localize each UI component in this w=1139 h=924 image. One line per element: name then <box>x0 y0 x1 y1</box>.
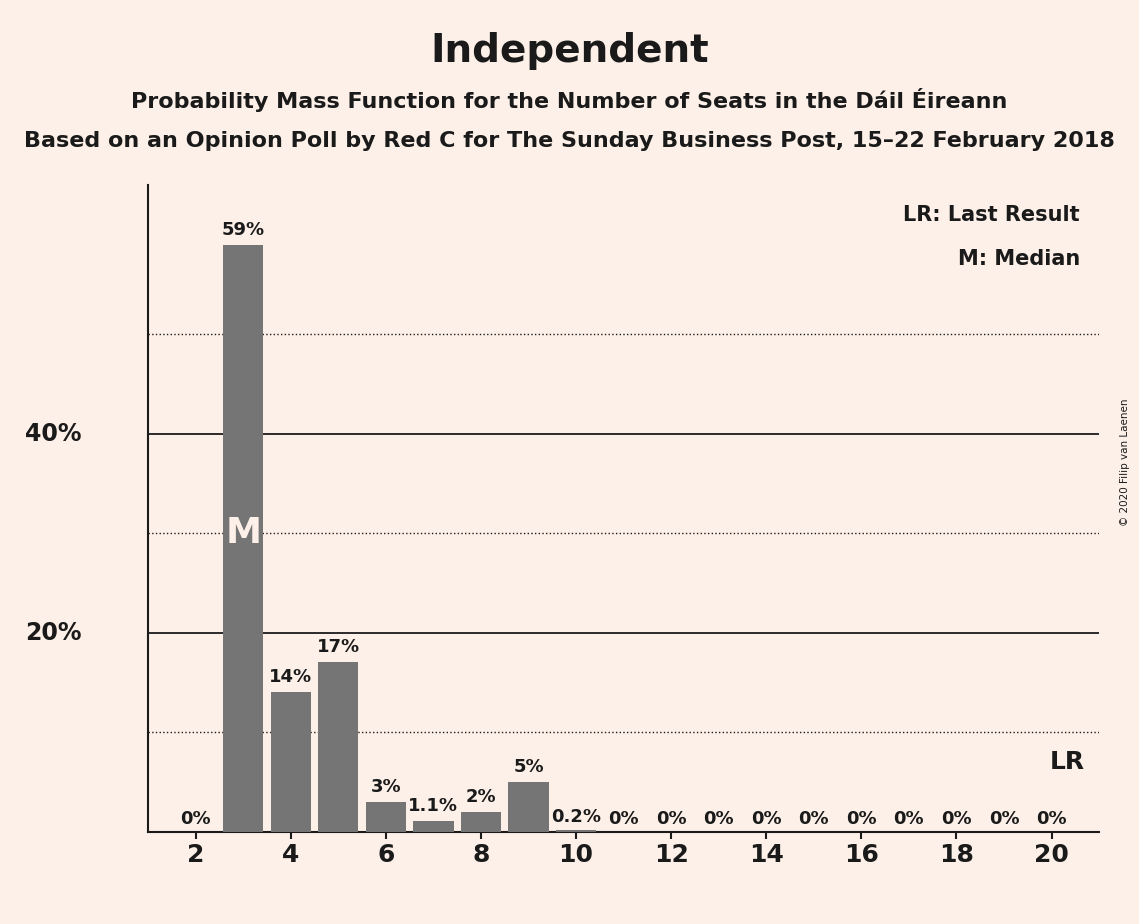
Bar <box>223 245 263 832</box>
Text: 5%: 5% <box>514 758 543 776</box>
Text: LR: Last Result: LR: Last Result <box>903 205 1080 225</box>
Text: 2%: 2% <box>466 788 497 806</box>
Text: 1.1%: 1.1% <box>409 796 458 815</box>
Text: 3%: 3% <box>370 778 401 796</box>
Text: 59%: 59% <box>222 221 264 238</box>
Text: 0%: 0% <box>180 809 211 828</box>
Text: 0%: 0% <box>608 809 639 828</box>
Text: M: Median: M: Median <box>958 249 1080 270</box>
Text: M: M <box>226 517 261 550</box>
Bar <box>318 663 359 832</box>
Text: 0%: 0% <box>846 809 877 828</box>
Text: 0.2%: 0.2% <box>551 808 601 826</box>
Text: © 2020 Filip van Laenen: © 2020 Filip van Laenen <box>1121 398 1130 526</box>
Bar <box>413 821 453 832</box>
Bar <box>366 802 405 832</box>
Bar <box>461 811 501 832</box>
Text: 0%: 0% <box>941 809 972 828</box>
Text: Probability Mass Function for the Number of Seats in the Dáil Éireann: Probability Mass Function for the Number… <box>131 88 1008 112</box>
Text: 14%: 14% <box>269 668 312 687</box>
Text: 0%: 0% <box>704 809 734 828</box>
Text: 0%: 0% <box>989 809 1019 828</box>
Bar <box>556 830 596 832</box>
Text: LR: LR <box>1050 750 1084 774</box>
Text: 20%: 20% <box>25 621 81 645</box>
Bar <box>271 692 311 832</box>
Text: 17%: 17% <box>317 638 360 656</box>
Text: 0%: 0% <box>656 809 687 828</box>
Text: 0%: 0% <box>1036 809 1067 828</box>
Text: Independent: Independent <box>431 32 708 70</box>
Text: Based on an Opinion Poll by Red C for The Sunday Business Post, 15–22 February 2: Based on an Opinion Poll by Red C for Th… <box>24 131 1115 152</box>
Text: 0%: 0% <box>894 809 924 828</box>
Text: 0%: 0% <box>751 809 781 828</box>
Text: 0%: 0% <box>798 809 829 828</box>
Bar <box>508 782 549 832</box>
Text: 40%: 40% <box>25 421 81 445</box>
